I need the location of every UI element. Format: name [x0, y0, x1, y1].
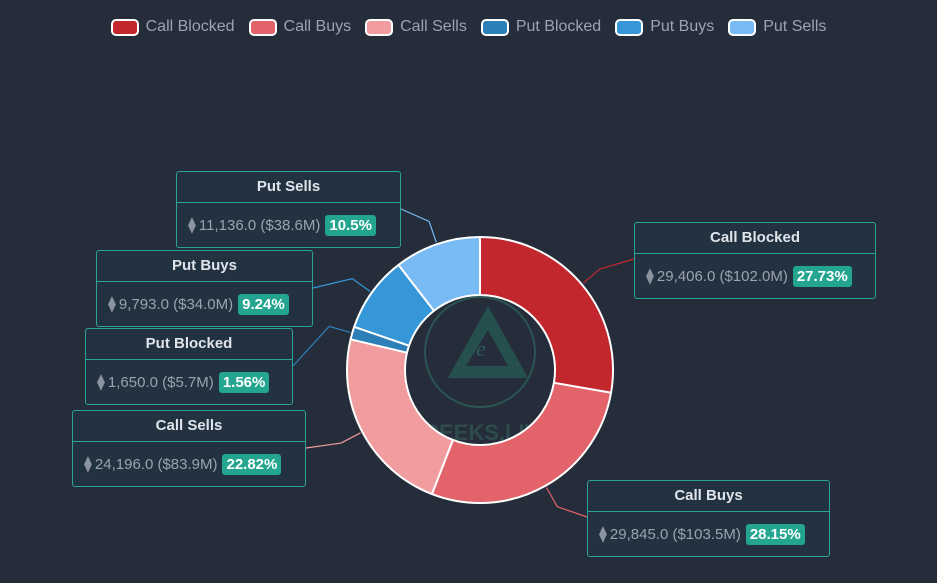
- eth-icon: ⧫: [84, 456, 92, 473]
- watermark-circle: [424, 296, 536, 408]
- watermark-e-glyph: e: [476, 336, 486, 361]
- label-put-buys: Put Buys ⧫ 9,793.0 ($34.0M) 9.24%: [96, 250, 313, 327]
- slice-call-buys[interactable]: [430, 381, 613, 504]
- legend-swatch: [728, 18, 757, 36]
- leader-line-put-buys: [312, 278, 371, 292]
- chart-legend: Call Blocked Call Buys Call Sells Put Block…: [0, 18, 937, 36]
- eth-icon: ⧫: [646, 268, 654, 285]
- legend-swatch: [480, 18, 509, 36]
- label-title: Put Blocked: [86, 329, 292, 360]
- legend-label: Call Buys: [283, 18, 352, 35]
- label-amount: 11,136.0 ($38.6M): [198, 216, 321, 234]
- label-leader-lines: [292, 208, 635, 518]
- legend-swatch: [248, 18, 277, 36]
- label-body: ⧫ 29,406.0 ($102.0M) 27.73%: [635, 254, 875, 298]
- label-percent-badge: 10.5%: [325, 214, 376, 236]
- label-amount: 9,793.0 ($34.0M): [118, 295, 234, 313]
- leader-line-put-sells: [400, 208, 437, 243]
- label-body: ⧫ 11,136.0 ($38.6M) 10.5%: [177, 203, 400, 247]
- label-title: Put Buys: [97, 251, 312, 282]
- label-put-blocked: Put Blocked ⧫ 1,650.0 ($5.7M) 1.56%: [85, 328, 293, 405]
- leader-line-put-blocked: [292, 325, 351, 367]
- legend-label: Put Sells: [763, 18, 827, 35]
- label-call-buys: Call Buys ⧫ 29,845.0 ($103.5M) 28.15%: [587, 480, 830, 557]
- label-title: Call Sells: [73, 411, 305, 442]
- label-title: Put Sells: [177, 172, 400, 203]
- eth-icon: ⧫: [97, 374, 105, 391]
- legend-label: Put Blocked: [515, 18, 602, 35]
- label-body: ⧫ 1,650.0 ($5.7M) 1.56%: [86, 360, 292, 404]
- legend-item-call-sells[interactable]: Call Sells: [365, 18, 467, 36]
- label-call-blocked: Call Blocked ⧫ 29,406.0 ($102.0M) 27.73%: [634, 222, 876, 299]
- legend-item-call-buys[interactable]: Call Buys: [248, 18, 352, 36]
- legend-item-put-blocked[interactable]: Put Blocked: [480, 18, 602, 36]
- label-amount: 1,650.0 ($5.7M): [107, 373, 214, 391]
- label-amount: 24,196.0 ($83.9M): [94, 455, 218, 473]
- label-percent-badge: 1.56%: [218, 371, 270, 393]
- legend-swatch: [110, 18, 139, 36]
- label-title: Call Buys: [588, 481, 829, 512]
- eth-icon: ⧫: [188, 217, 196, 234]
- legend-label: Call Sells: [400, 18, 467, 35]
- label-amount: 29,845.0 ($103.5M): [609, 525, 741, 543]
- label-body: ⧫ 29,845.0 ($103.5M) 28.15%: [588, 512, 829, 556]
- label-percent-badge: 22.82%: [222, 453, 282, 475]
- legend-swatch: [615, 18, 644, 36]
- legend-label: Put Buys: [650, 18, 715, 35]
- label-percent-badge: 28.15%: [745, 523, 805, 545]
- label-put-sells: Put Sells ⧫ 11,136.0 ($38.6M) 10.5%: [176, 171, 401, 248]
- donut-slices: [346, 236, 614, 504]
- leader-line-call-buys: [545, 487, 588, 518]
- legend-item-call-blocked[interactable]: Call Blocked: [110, 18, 235, 36]
- label-body: ⧫ 24,196.0 ($83.9M) 22.82%: [73, 442, 305, 486]
- legend-item-put-buys[interactable]: Put Buys: [615, 18, 714, 36]
- eth-icon: ⧫: [599, 526, 607, 543]
- label-percent-badge: 9.24%: [238, 293, 289, 315]
- legend-swatch: [365, 18, 394, 36]
- slice-put-sells[interactable]: [397, 236, 481, 312]
- leader-line-call-sells: [305, 432, 361, 449]
- slice-call-blocked[interactable]: [479, 236, 614, 394]
- leader-line-call-blocked: [582, 258, 635, 284]
- label-percent-badge: 27.73%: [792, 265, 852, 287]
- legend-item-put-sells[interactable]: Put Sells: [728, 18, 826, 36]
- label-title: Call Blocked: [635, 223, 875, 254]
- legend-label: Call Blocked: [145, 18, 235, 35]
- label-body: ⧫ 9,793.0 ($34.0M) 9.24%: [97, 282, 312, 326]
- slice-call-sells[interactable]: [346, 338, 454, 496]
- watermark-triangle-icon: [448, 306, 528, 378]
- label-amount: 29,406.0 ($102.0M): [656, 267, 788, 285]
- label-call-sells: Call Sells ⧫ 24,196.0 ($83.9M) 22.82%: [72, 410, 306, 487]
- eth-icon: ⧫: [108, 296, 116, 313]
